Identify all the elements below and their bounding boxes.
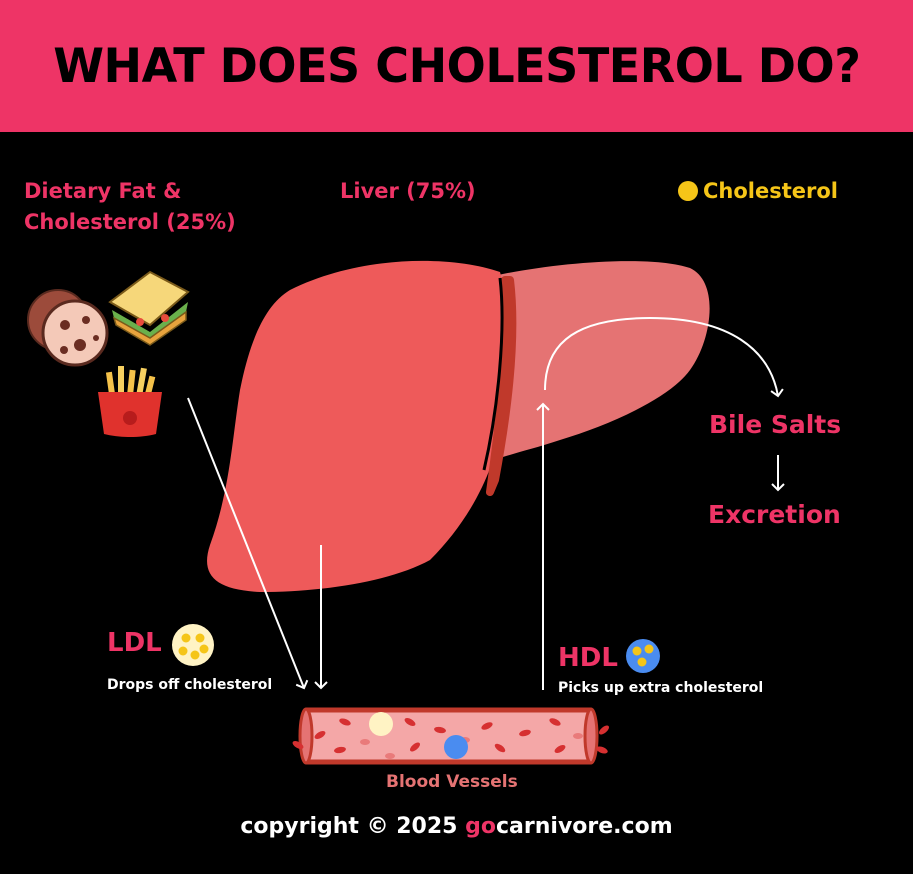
- liver-illustration: [207, 260, 710, 592]
- cookie-icon: [27, 289, 109, 367]
- cholesterol-legend-label: Cholesterol: [703, 179, 838, 203]
- ldl-description: Drops off cholesterol: [107, 677, 273, 693]
- page-title: WHAT DOES CHOLESTEROL DO?: [52, 38, 861, 94]
- dietary-label-line2: Cholesterol (25%): [24, 210, 236, 234]
- liver-to-bile-arrow: [544, 316, 784, 398]
- ldl-label: LDL: [107, 628, 162, 658]
- title-banner: WHAT DOES CHOLESTEROL DO?: [0, 0, 913, 132]
- ldl-particle-icon: [172, 624, 214, 666]
- liver-left-lobe: [207, 260, 506, 592]
- blood-vessels-label: Blood Vessels: [386, 772, 518, 792]
- brand-rest: carnivore.com: [496, 814, 673, 839]
- copyright-text: copyright © 2025: [240, 814, 466, 839]
- brand-go: go: [465, 814, 497, 839]
- cholesterol-dot-icon: [678, 181, 698, 201]
- liver-right-lobe: [490, 261, 710, 462]
- liver-ligament: [486, 276, 517, 496]
- vessel-hdl-particle: [444, 735, 468, 759]
- footer-copyright: copyright © 2025 gocarnivore.com: [0, 814, 913, 839]
- dietary-label: Dietary Fat & Cholesterol (25%): [24, 176, 236, 238]
- liver-label: Liver (75%): [340, 179, 476, 203]
- hdl-label: HDL: [558, 643, 618, 673]
- blood-vessel-illustration: [292, 707, 609, 765]
- arrows: [187, 316, 785, 690]
- hdl-description: Picks up extra cholesterol: [558, 680, 764, 696]
- fries-icon: [98, 366, 162, 437]
- excretion-label: Excretion: [708, 500, 841, 529]
- dietary-label-line1: Dietary Fat &: [24, 179, 182, 203]
- vessel-ldl-particle: [369, 712, 393, 736]
- diet-to-vessel-arrow: [187, 397, 309, 690]
- hdl-particle-icon: [626, 639, 660, 673]
- bile-salts-label: Bile Salts: [709, 410, 842, 439]
- sandwich-icon: [108, 270, 190, 346]
